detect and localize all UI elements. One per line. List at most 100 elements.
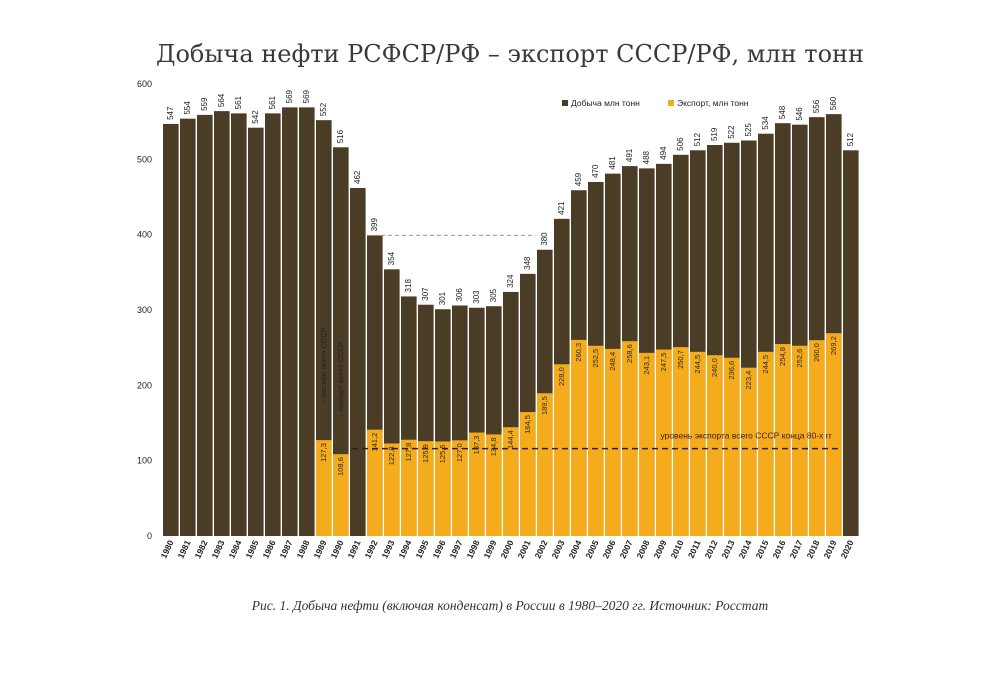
x-tick-label: 1983 <box>210 538 227 560</box>
y-tick-label: 400 <box>137 230 152 240</box>
export-bar <box>605 348 621 536</box>
export-data-label: 223,4 <box>744 371 753 390</box>
export-data-label: 243,1 <box>642 356 651 375</box>
production-data-label: 569 <box>285 89 294 103</box>
production-bar <box>333 147 349 536</box>
x-tick-label: 2012 <box>703 538 720 560</box>
export-data-label: 125,5 <box>438 444 447 463</box>
production-data-label: 519 <box>710 127 719 141</box>
export-bar <box>673 347 689 536</box>
production-bar <box>843 150 859 536</box>
export-bar <box>809 340 825 536</box>
production-data-label: 554 <box>183 101 192 115</box>
export-data-label: 244,5 <box>761 355 770 374</box>
production-data-label: 546 <box>795 107 804 121</box>
ussr-export-level-label: уровень экспорта всего СССР конца 80-х г… <box>660 431 832 441</box>
x-tick-label: 2013 <box>720 538 737 560</box>
production-data-label: 560 <box>829 96 838 110</box>
production-data-label: 552 <box>319 102 328 116</box>
export-data-label: 134,8 <box>489 437 498 456</box>
export-bar <box>792 345 808 536</box>
x-tick-label: 1997 <box>448 538 465 560</box>
x-tick-label: 1992 <box>363 538 380 560</box>
export-data-label: 252,5 <box>591 349 600 368</box>
export-data-label: 125,9 <box>421 444 430 463</box>
x-tick-label: 2017 <box>788 538 805 560</box>
export-data-label: 254,8 <box>778 347 787 366</box>
production-bar <box>282 107 298 536</box>
production-data-label: 556 <box>812 99 821 113</box>
export-bar <box>435 441 451 536</box>
production-data-label: 306 <box>455 288 464 302</box>
export-bars <box>316 333 842 536</box>
x-tick-label: 1984 <box>227 538 244 560</box>
production-labels: 547 554 559 564 561 542 561 569 569 552 516 462 399 3… <box>166 89 855 305</box>
x-tick-label: 1982 <box>193 538 210 560</box>
production-data-label: 506 <box>676 137 685 151</box>
y-axis: 0 100 200 300 400 500 600 <box>137 79 152 541</box>
x-tick-label: 1986 <box>261 538 278 560</box>
production-data-label: 547 <box>166 106 175 120</box>
x-tick-label: 2011 <box>686 538 703 559</box>
export-data-label: 189,5 <box>540 396 549 415</box>
production-bar <box>248 127 264 537</box>
x-tick-label: 1991 <box>346 538 363 560</box>
legend-label-production: Добыча млн тонн <box>571 98 640 108</box>
x-tick-label: 2003 <box>550 538 567 560</box>
export-bar <box>384 443 400 536</box>
production-data-label: 324 <box>506 274 515 288</box>
export-data-label: 108,6 <box>336 457 345 476</box>
production-bar <box>299 107 315 536</box>
x-tick-label: 1981 <box>176 538 193 560</box>
x-tick-label: 1980 <box>159 538 176 560</box>
production-data-label: 380 <box>540 232 549 246</box>
export-bar <box>724 357 740 536</box>
production-data-label: 561 <box>234 95 243 109</box>
y-tick-label: 0 <box>147 531 152 541</box>
x-axis: 1980 1981 1982 1983 1984 1985 1986 1987 1988 1989… <box>159 538 856 560</box>
production-data-label: 512 <box>846 132 855 146</box>
production-bar <box>214 111 230 537</box>
x-tick-label: 1993 <box>380 538 397 560</box>
production-data-label: 481 <box>608 156 617 170</box>
production-data-label: 488 <box>642 150 651 164</box>
x-tick-label: 2006 <box>601 538 618 560</box>
production-data-label: 318 <box>404 279 413 293</box>
x-tick-label: 1995 <box>414 538 431 560</box>
legend-swatch-export <box>668 100 674 106</box>
export-bar <box>418 441 434 536</box>
legend: Добыча млн тонн Экспорт, млн тонн <box>562 98 749 108</box>
production-data-label: 569 <box>302 89 311 103</box>
x-tick-label: 1996 <box>431 538 448 560</box>
annotations: уровень экспорта всего СССР конца 80-х г… <box>319 234 840 450</box>
production-data-label: 348 <box>523 256 532 270</box>
production-data-label: 459 <box>574 172 583 186</box>
export-bar <box>588 345 604 536</box>
x-tick-label: 2009 <box>652 538 669 560</box>
y-tick-label: 200 <box>137 380 152 390</box>
x-tick-label: 2018 <box>805 538 822 560</box>
production-data-label: 548 <box>778 105 787 119</box>
export-data-label: 240,0 <box>710 358 719 377</box>
production-data-label: 522 <box>727 125 736 139</box>
x-tick-label: 1990 <box>329 538 346 560</box>
production-data-label: 354 <box>387 251 396 265</box>
production-bar <box>231 113 247 536</box>
x-tick-label: 2019 <box>822 538 839 560</box>
export-bar <box>571 339 587 536</box>
export-data-label: 260,3 <box>574 343 583 362</box>
export-bar <box>503 427 519 536</box>
y-tick-label: 600 <box>137 79 152 89</box>
x-tick-label: 1985 <box>244 538 261 560</box>
production-data-label: 491 <box>625 148 634 162</box>
legend-swatch-production <box>562 100 568 106</box>
y-tick-label: 500 <box>137 154 152 164</box>
export-data-label: 236,6 <box>727 361 736 380</box>
export-bar <box>401 439 417 536</box>
x-tick-label: 2001 <box>516 538 533 560</box>
export-data-label: 252,6 <box>795 349 804 368</box>
export-bar <box>486 434 502 536</box>
export-data-label: 137,3 <box>472 436 481 455</box>
x-tick-label: 2007 <box>618 538 635 560</box>
